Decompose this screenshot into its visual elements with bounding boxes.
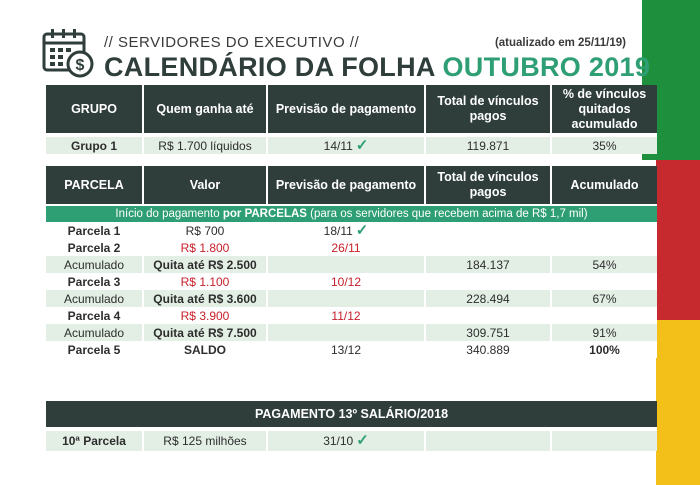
table-row: Acumulado Quita até R$ 3.600 228.494 67% (46, 290, 657, 307)
cell-previsao: 13/12 (268, 341, 424, 358)
flag-stripe-red (656, 160, 700, 320)
parcelas-table: PARCELA Valor Previsão de pagamento Tota… (44, 166, 659, 358)
table-row: Parcela 1 R$ 700 18/11 ✓ (46, 222, 657, 239)
cell-parcela: Parcela 1 (46, 222, 142, 239)
svg-text:$: $ (76, 57, 85, 74)
cell-valor: R$ 700 (144, 222, 266, 239)
grupo-table: GRUPO Quem ganha até Previsão de pagamen… (44, 85, 659, 154)
cell-acumulado: 67% (552, 290, 657, 307)
cell-parcela: Acumulado (46, 324, 142, 341)
cell-grupo: Grupo 1 (46, 137, 142, 154)
check-icon: ✓ (356, 432, 369, 449)
table-row: Parcela 2 R$ 1.800 26/11 (46, 239, 657, 256)
cell-previsao (268, 324, 424, 341)
cell-parcela: Acumulado (46, 256, 142, 273)
cell-empty (426, 431, 550, 451)
header-previsao: Previsão de pagamento (268, 166, 424, 204)
header-subtitle: // SERVIDORES DO EXECUTIVO // (104, 34, 360, 51)
cell-parcela: Parcela 4 (46, 307, 142, 324)
cell-valor: Quita até R$ 2.500 (144, 256, 266, 273)
updated-date: (atualizado em 25/11/19) (494, 37, 626, 49)
cell-acumulado (552, 239, 657, 256)
cell-total (426, 222, 550, 239)
cell-total (426, 307, 550, 324)
header-total-vinculos: Total de vínculos pagos (426, 166, 550, 204)
cell-valor: R$ 125 milhões (144, 431, 266, 451)
table-row: Grupo 1 R$ 1.700 líquidos 14/11 ✓ 119.871… (46, 137, 657, 154)
cell-total (426, 239, 550, 256)
cell-total: 340.889 (426, 341, 550, 358)
cell-valor: Quita até R$ 3.600 (144, 290, 266, 307)
table-row: Parcela 5 SALDO 13/12 340.889 100% (46, 341, 657, 358)
cell-total (426, 273, 550, 290)
cell-previsao: 14/11 ✓ (268, 137, 424, 154)
table-row: 10ª Parcela R$ 125 milhões 31/10 ✓ (46, 431, 658, 451)
cell-parcela: Parcela 3 (46, 273, 142, 290)
cell-previsao (268, 290, 424, 307)
cell-total: 228.494 (426, 290, 550, 307)
cell-previsao: 26/11 (268, 239, 424, 256)
cell-previsao: 18/11 ✓ (268, 222, 424, 239)
cell-acumulado (552, 307, 657, 324)
cell-parcela: 10ª Parcela (46, 431, 142, 451)
cell-total: 184.137 (426, 256, 550, 273)
header-total-vinculos: Total de vínculos pagos (426, 85, 550, 133)
decimo-terceiro-table: PAGAMENTO 13º SALÁRIO/2018 10ª Parcela R… (44, 401, 659, 451)
table-row: Parcela 3 R$ 1.100 10/12 (46, 273, 657, 290)
header-quem-ganha: Quem ganha até (144, 85, 266, 133)
table-row: Parcela 4 R$ 3.900 11/12 (46, 307, 657, 324)
cell-empty (552, 431, 658, 451)
calendar-dollar-icon: $ (42, 29, 94, 78)
cell-acumulado: 91% (552, 324, 657, 341)
header-pct-quitados: % de vínculos quitados acumulado (552, 85, 657, 133)
table-row: Acumulado Quita até R$ 2.500 184.137 54% (46, 256, 657, 273)
cell-total: 309.751 (426, 324, 550, 341)
cell-valor: R$ 3.900 (144, 307, 266, 324)
header-valor: Valor (144, 166, 266, 204)
cell-previsao: 31/10 ✓ (268, 431, 424, 451)
title-main: CALENDÁRIO DA FOLHA (104, 52, 435, 82)
header-acumulado: Acumulado (552, 166, 657, 204)
cell-parcela: Acumulado (46, 290, 142, 307)
cell-previsao: 10/12 (268, 273, 424, 290)
cell-acumulado (552, 222, 657, 239)
flag-stripe-yellow (656, 320, 700, 485)
check-icon: ✓ (355, 136, 369, 154)
cell-valor: SALDO (144, 341, 266, 358)
cell-acumulado (552, 273, 657, 290)
flag-stripe-green (656, 0, 700, 160)
parcelas-banner: Início do pagamento por PARCELAS (para o… (46, 204, 657, 222)
cell-valor: R$ 1.100 (144, 273, 266, 290)
header-parcela: PARCELA (46, 166, 142, 204)
cell-acumulado: 100% (552, 341, 657, 358)
title-month: OUTUBRO 2019 (442, 52, 651, 82)
cell-previsao (268, 256, 424, 273)
table-row: Acumulado Quita até R$ 7.500 309.751 91% (46, 324, 657, 341)
page-title: CALENDÁRIO DA FOLHA OUTUBRO 2019 (104, 52, 650, 83)
cell-parcela: Parcela 2 (46, 239, 142, 256)
cell-valor: Quita até R$ 7.500 (144, 324, 266, 341)
cell-acumulado: 54% (552, 256, 657, 273)
cell-valor: R$ 1.800 (144, 239, 266, 256)
cell-quem: R$ 1.700 líquidos (144, 137, 266, 154)
cell-previsao: 11/12 (268, 307, 424, 324)
cell-pct: 35% (552, 137, 657, 154)
header-previsao: Previsão de pagamento (268, 85, 424, 133)
cell-total: 119.871 (426, 137, 550, 154)
header-grupo: GRUPO (46, 85, 142, 133)
cell-parcela: Parcela 5 (46, 341, 142, 358)
header-decimo-terceiro: PAGAMENTO 13º SALÁRIO/2018 (46, 401, 658, 427)
check-icon: ✓ (355, 221, 369, 239)
